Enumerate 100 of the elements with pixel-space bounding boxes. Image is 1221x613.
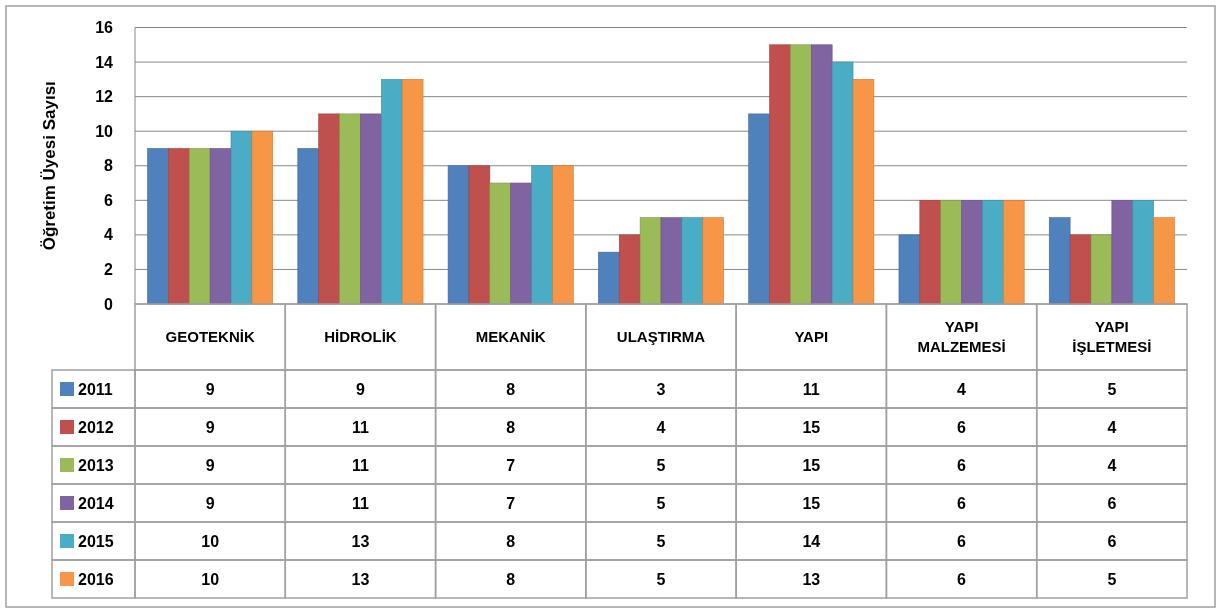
legend-label: 2015 — [78, 532, 114, 550]
bar — [618, 234, 641, 305]
y-tick-label: 14 — [95, 53, 114, 71]
bar — [961, 200, 983, 305]
data-label: 6 — [957, 532, 967, 550]
bar — [552, 165, 574, 305]
legend-label: 2013 — [78, 456, 114, 474]
x-tick-label: HİDROLİK — [324, 328, 397, 346]
legend-label: 2014 — [78, 494, 114, 512]
y-tick-label: 8 — [104, 157, 114, 175]
bar — [339, 113, 361, 305]
bar — [1069, 234, 1092, 305]
data-label: 4 — [957, 380, 967, 398]
data-label: 8 — [506, 570, 516, 588]
data-label: 5 — [656, 494, 666, 512]
bar — [381, 79, 403, 305]
bar — [598, 251, 620, 305]
data-label: 13 — [351, 532, 370, 550]
data-label: 15 — [802, 494, 821, 512]
bar — [639, 217, 662, 305]
data-label: 9 — [205, 494, 215, 512]
data-label: 11 — [802, 380, 820, 398]
bar — [1090, 234, 1113, 305]
x-tick-label: GEOTEKNİK — [165, 328, 255, 346]
bar — [790, 44, 812, 305]
bar — [660, 217, 683, 305]
bar — [748, 113, 770, 305]
y-tick-label: 12 — [95, 88, 114, 106]
bar — [531, 165, 553, 305]
legend-label: 2011 — [78, 380, 113, 398]
bar — [360, 113, 382, 305]
data-label: 3 — [656, 380, 666, 398]
legend-label: 2012 — [78, 418, 114, 436]
x-tick-label: YAPI İŞLETMESİ — [1072, 318, 1152, 356]
data-label: 8 — [506, 532, 516, 550]
x-tick-label: MEKANİK — [475, 328, 546, 346]
y-tick-label: 0 — [104, 295, 114, 313]
data-label: 13 — [351, 570, 370, 588]
data-label: 6 — [1107, 494, 1117, 512]
bar — [1003, 200, 1025, 305]
data-label: 4 — [1107, 418, 1117, 436]
bar — [468, 165, 491, 305]
bar — [209, 148, 232, 305]
bar — [230, 130, 253, 305]
data-label: 10 — [201, 532, 220, 550]
x-tick-label: ULAŞTIRMA — [616, 328, 706, 346]
bar — [1111, 200, 1134, 305]
data-label: 7 — [506, 494, 516, 512]
bar — [510, 182, 532, 305]
bar — [251, 130, 274, 305]
data-label: 4 — [656, 418, 666, 436]
bar — [702, 217, 724, 305]
bar — [489, 182, 512, 305]
bar — [1153, 217, 1175, 305]
y-axis-title: Öğretim Üyesi Sayısı — [40, 81, 59, 251]
bar — [831, 61, 854, 305]
data-label: 5 — [1107, 570, 1117, 588]
bar — [318, 113, 340, 305]
data-label: 8 — [506, 418, 516, 436]
bar — [769, 44, 791, 305]
data-label: 5 — [1107, 380, 1117, 398]
x-tick-label: YAPI MALZEMESİ — [917, 318, 1006, 356]
bar — [852, 79, 875, 305]
bar — [147, 148, 169, 305]
data-label: 9 — [205, 456, 215, 474]
bar — [168, 148, 190, 305]
data-label: 5 — [656, 532, 666, 550]
data-label: 11 — [351, 456, 369, 474]
data-label: 11 — [351, 494, 369, 512]
bar — [681, 217, 704, 305]
legend-label: 2016 — [78, 570, 114, 588]
bar — [810, 44, 833, 305]
data-label: 6 — [957, 418, 967, 436]
data-label: 15 — [802, 418, 821, 436]
data-label: 5 — [656, 456, 666, 474]
data-label: 8 — [506, 380, 516, 398]
y-tick-label: 4 — [104, 226, 114, 244]
data-label: 13 — [802, 570, 821, 588]
data-label: 11 — [351, 418, 369, 436]
y-tick-label: 6 — [104, 191, 114, 209]
data-label: 9 — [205, 380, 215, 398]
data-label: 6 — [957, 494, 967, 512]
data-label: 14 — [802, 532, 821, 550]
data-label: 4 — [1107, 456, 1117, 474]
bar — [1048, 217, 1071, 305]
data-label: 9 — [355, 380, 365, 398]
y-tick-label: 10 — [95, 122, 114, 140]
data-label: 5 — [656, 570, 666, 588]
bar — [447, 165, 470, 305]
bar — [982, 200, 1004, 305]
data-label: 6 — [1107, 532, 1117, 550]
data-label: 6 — [957, 456, 967, 474]
bar — [188, 148, 211, 305]
data-label: 10 — [201, 570, 220, 588]
data-label: 6 — [957, 570, 967, 588]
data-label: 7 — [506, 456, 516, 474]
y-tick-label: 16 — [95, 19, 114, 37]
data-label: 9 — [205, 418, 215, 436]
data-label: 15 — [802, 456, 821, 474]
bar — [401, 79, 424, 305]
